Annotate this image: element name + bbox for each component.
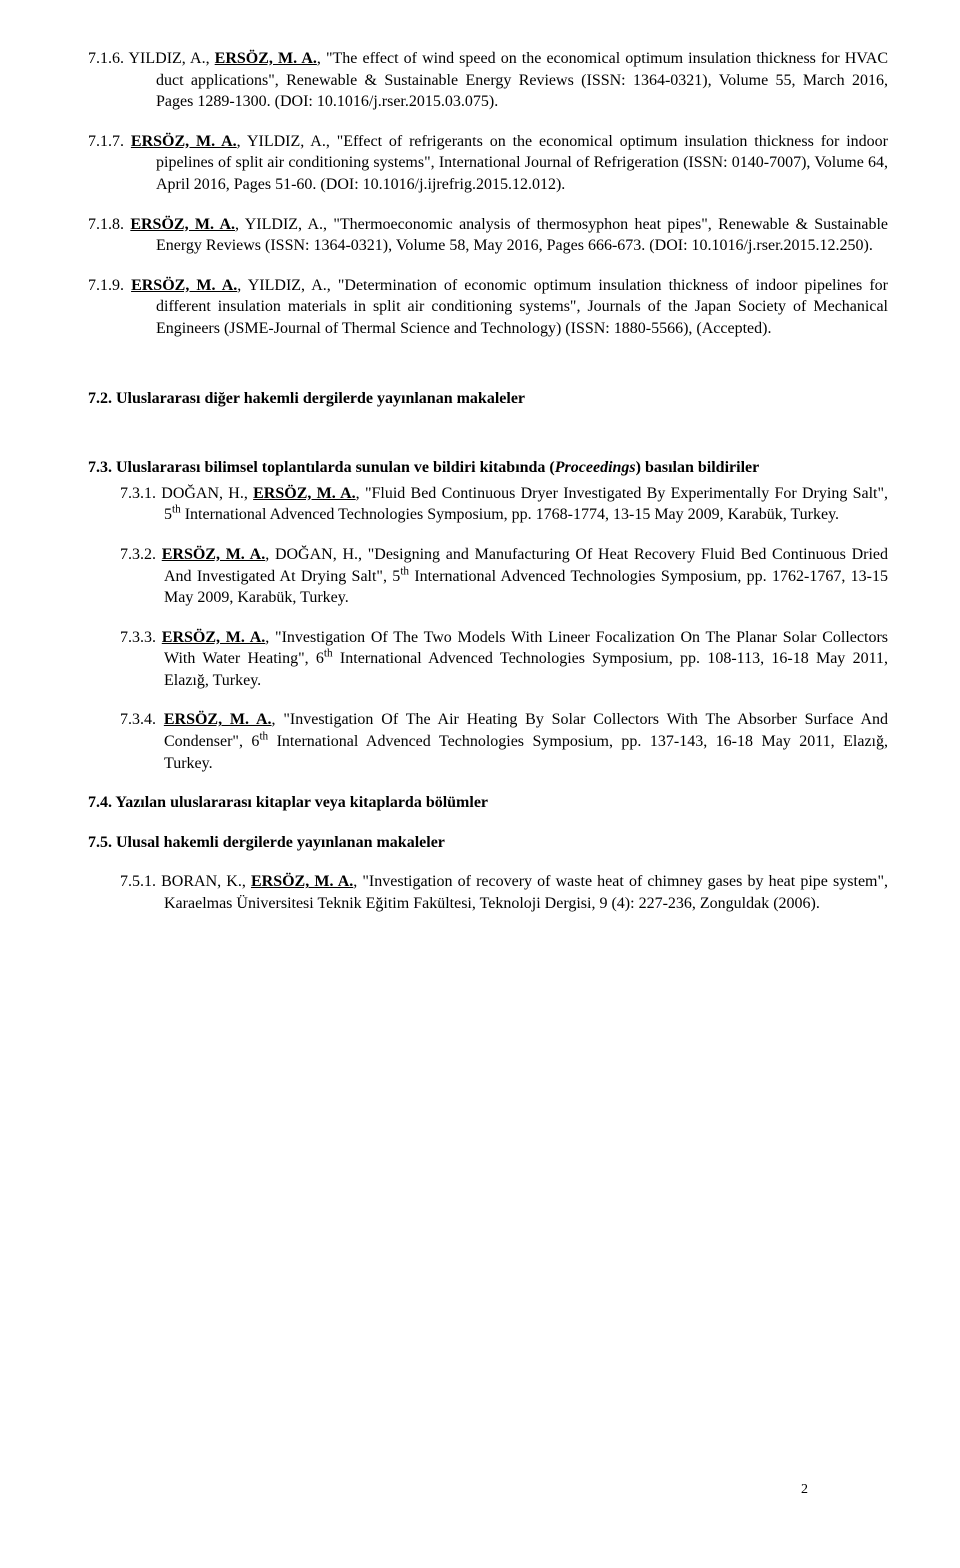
section-7-2-heading: 7.2. Uluslararası diğer hakemli dergiler… (88, 388, 888, 410)
reference-7-1-8: 7.1.8. ERSÖZ, M. A., YILDIZ, A., "Thermo… (88, 214, 888, 257)
reference-7-3-2: 7.3.2. ERSÖZ, M. A., DOĞAN, H., "Designi… (88, 544, 888, 609)
reference-7-1-9: 7.1.9. ERSÖZ, M. A., YILDIZ, A., "Determ… (88, 275, 888, 340)
reference-7-1-6: 7.1.6. YILDIZ, A., ERSÖZ, M. A., "The ef… (88, 48, 888, 113)
section-7-4-heading: 7.4. Yazılan uluslararası kitaplar veya … (88, 792, 888, 814)
section-7-5-heading: 7.5. Ulusal hakemli dergilerde yayınlana… (88, 832, 888, 854)
reference-7-3-1: 7.3.1. DOĞAN, H., ERSÖZ, M. A., "Fluid B… (88, 483, 888, 526)
reference-7-5-1: 7.5.1. BORAN, K., ERSÖZ, M. A., "Investi… (88, 871, 888, 914)
reference-7-1-7: 7.1.7. ERSÖZ, M. A., YILDIZ, A., "Effect… (88, 131, 888, 196)
page-number: 2 (801, 1481, 808, 1500)
reference-7-3-3: 7.3.3. ERSÖZ, M. A., "Investigation Of T… (88, 627, 888, 692)
section-7-3-heading: 7.3. Uluslararası bilimsel toplantılarda… (88, 457, 888, 479)
reference-7-3-4: 7.3.4. ERSÖZ, M. A., "Investigation Of T… (88, 709, 888, 774)
document-page: 7.1.6. YILDIZ, A., ERSÖZ, M. A., "The ef… (88, 48, 888, 1520)
